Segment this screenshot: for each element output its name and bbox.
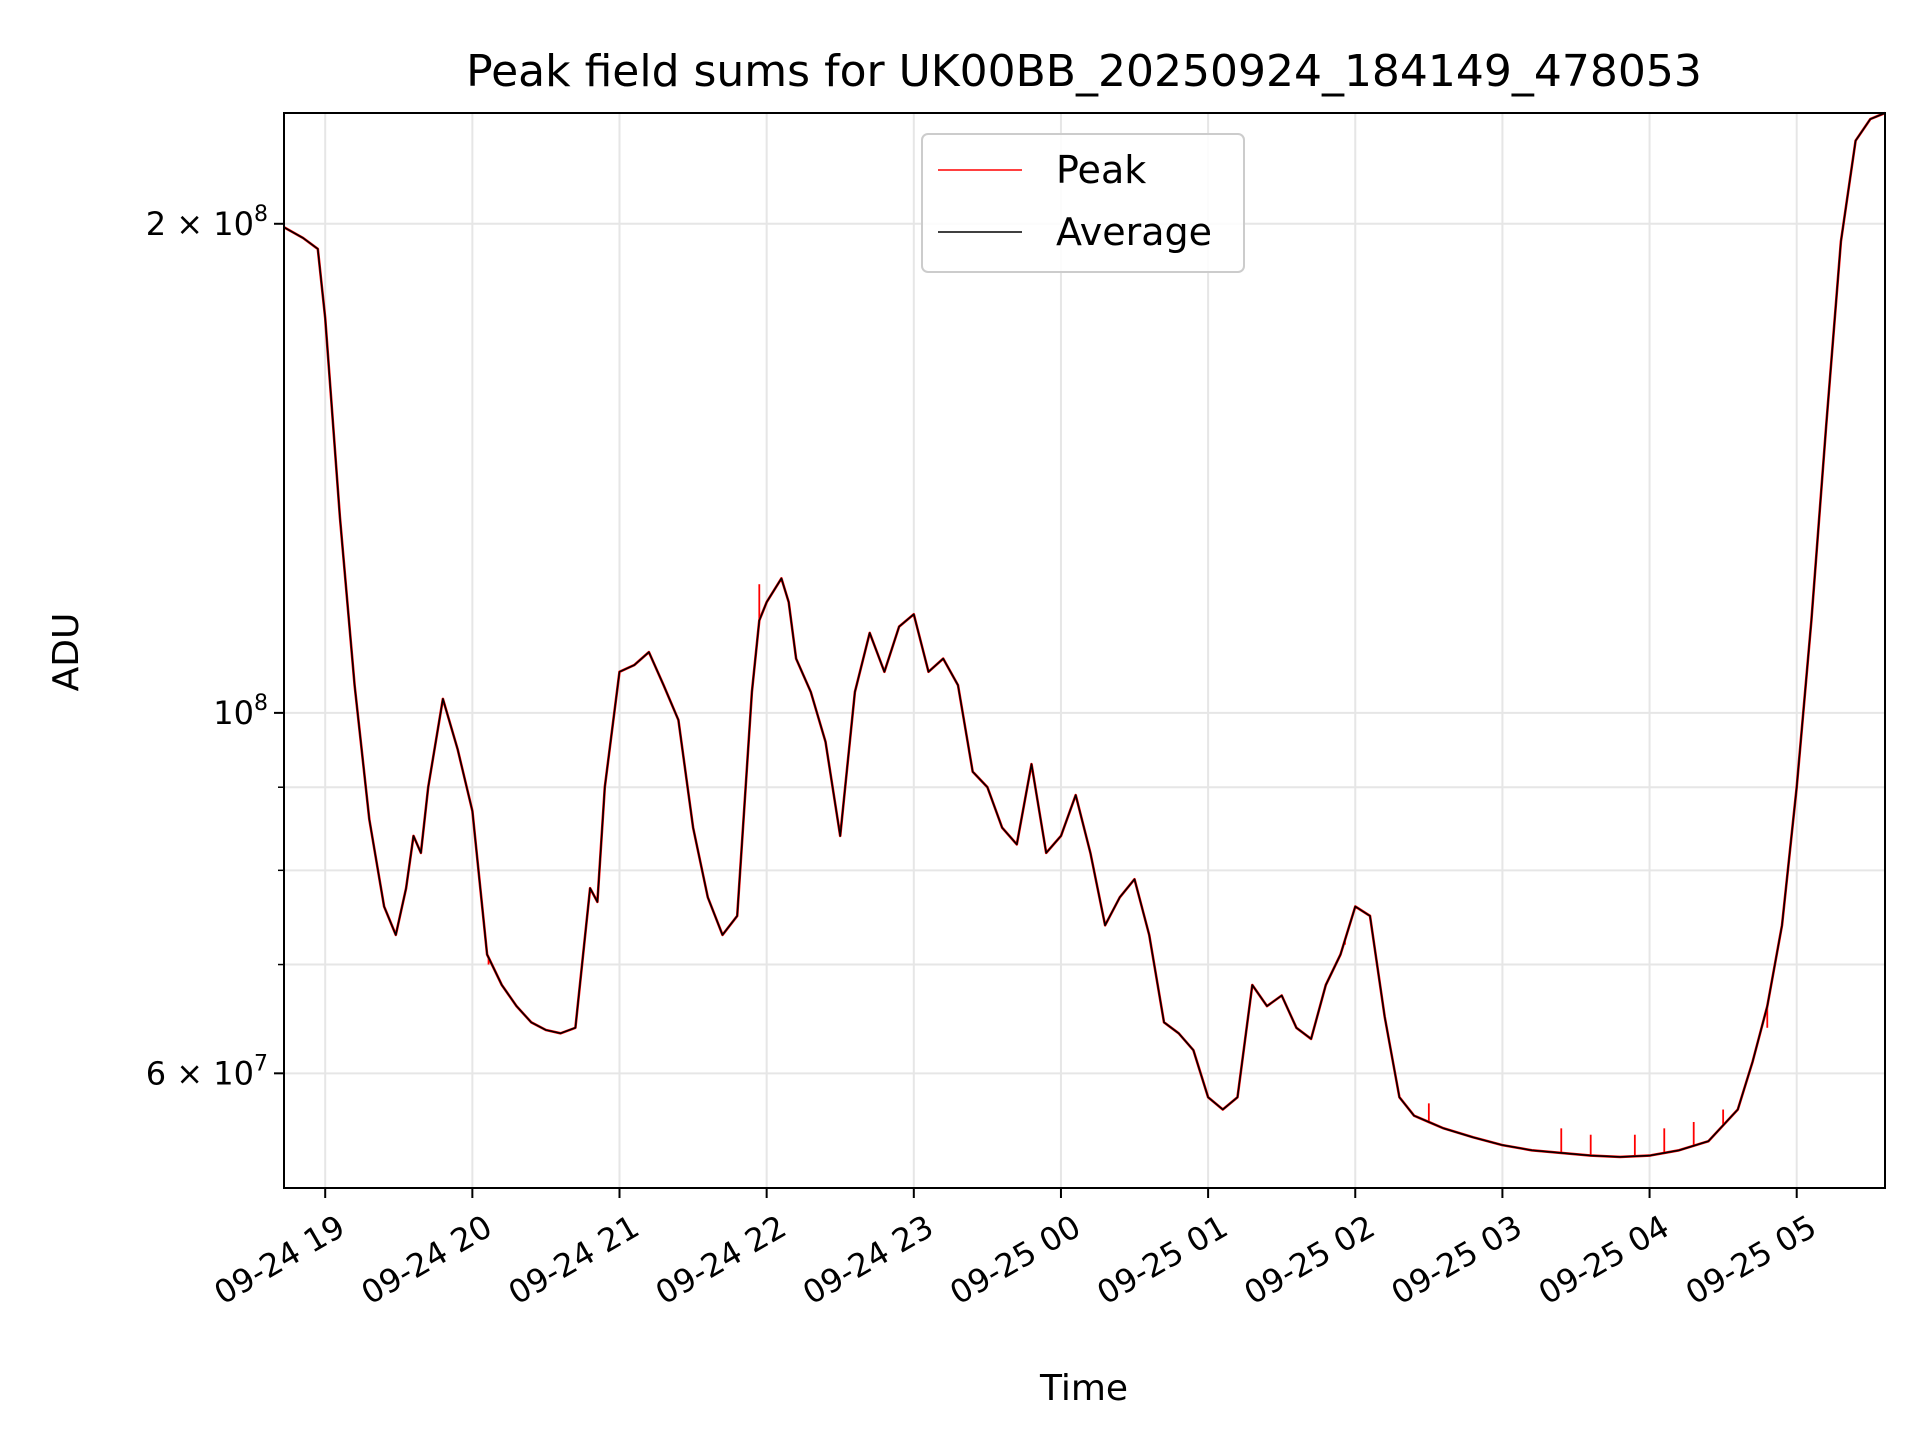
chart-title: Peak field sums for UK00BB_20250924_1841…: [466, 46, 1702, 97]
y-tick-label: 6 × 107: [146, 1051, 268, 1092]
y-axis-label: ADU: [46, 613, 87, 692]
average-series-line: [283, 112, 1886, 1158]
legend: Peak Average: [921, 133, 1245, 273]
y-tick-label: 2 × 108: [146, 202, 268, 243]
y-tick-label: 108: [213, 691, 268, 732]
series-layer: [283, 111, 1886, 1159]
legend-label-average: Average: [1056, 210, 1212, 254]
legend-label-peak: Peak: [1056, 148, 1146, 192]
x-axis-label: Time: [1039, 1368, 1128, 1409]
grid: [284, 113, 1885, 1188]
y-axis: 6 × 107 108 2 × 108: [146, 202, 284, 1092]
plot-area-frame: [283, 112, 1886, 1189]
legend-box: [921, 133, 1245, 273]
